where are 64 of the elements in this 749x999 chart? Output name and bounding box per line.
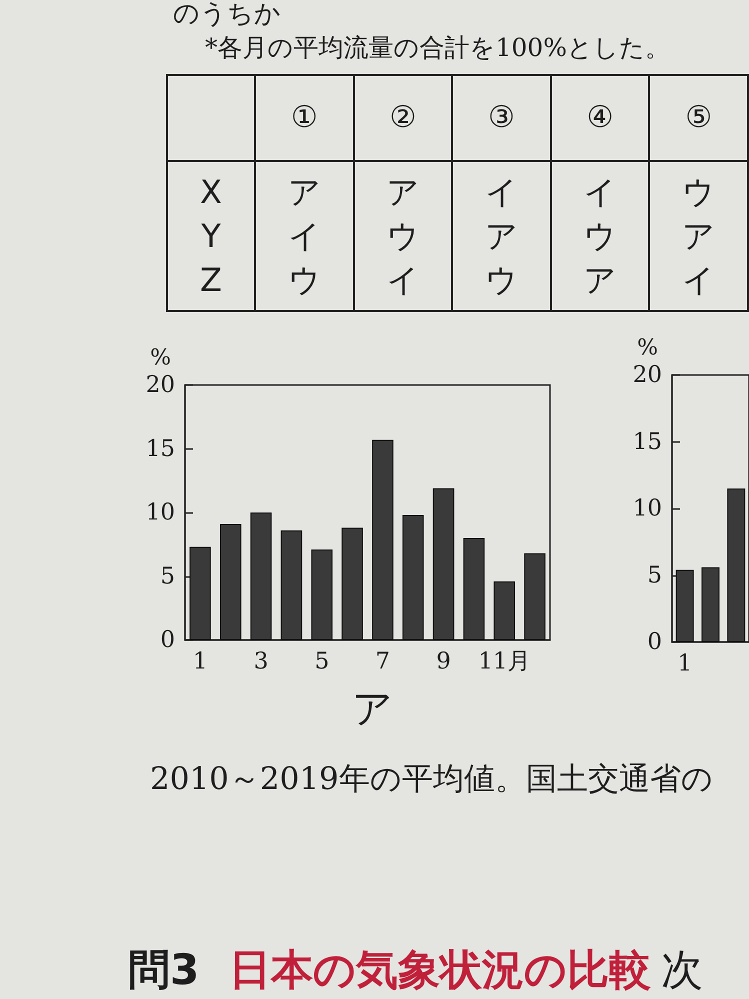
x-tick-label: 1 (678, 650, 692, 676)
text: *各月の平均流量の合計を100%とした。 (205, 33, 670, 63)
y-axis-title: % (637, 336, 658, 360)
text: ア (584, 261, 617, 299)
y-tick-label: 5 (647, 562, 662, 588)
category-label: ③ (452, 75, 551, 161)
text: ウ (288, 261, 321, 299)
text: イ (584, 173, 617, 211)
bar (342, 528, 363, 640)
x-tick-label: 5 (314, 648, 330, 674)
text: ア (288, 173, 321, 211)
text: ウ (584, 217, 617, 255)
bar (250, 512, 272, 640)
text: 次 (661, 945, 704, 994)
bar (372, 440, 394, 640)
text: 日本の気象状況の比較 (229, 945, 652, 994)
text: ア (352, 686, 393, 732)
text: 2010～2019年の平均値。国土交通省の (150, 761, 713, 798)
text: ア (682, 217, 716, 255)
bar (311, 549, 333, 640)
bar (280, 530, 302, 640)
y-axis-title: % (150, 346, 171, 370)
y-tick-label: 15 (632, 428, 662, 455)
bar (676, 570, 694, 642)
bar (494, 581, 516, 640)
category-label: ② (354, 75, 452, 161)
category-label: X (200, 173, 222, 211)
y-tick-label: 10 (146, 500, 175, 526)
text: ア (386, 173, 420, 211)
y-tick-label: 20 (632, 362, 662, 388)
text: ウ (682, 173, 716, 211)
category-label: ⑤ (649, 75, 748, 161)
text: 問3 (128, 945, 200, 994)
bar (702, 567, 720, 642)
y-tick-label: 15 (146, 436, 175, 462)
y-tick-label: 10 (632, 496, 662, 522)
bar (463, 538, 485, 640)
y-tick-label: 0 (160, 627, 175, 653)
text: ア (484, 217, 518, 255)
category-label: ① (255, 75, 354, 161)
x-tick-label: 7 (375, 648, 390, 674)
category-label: ④ (550, 75, 650, 161)
text: イ (386, 261, 420, 299)
text: ウ (386, 217, 420, 255)
text: ウ (484, 261, 518, 299)
y-tick-label: 20 (146, 372, 175, 398)
text: イ (288, 217, 321, 255)
category-label: Z (200, 261, 222, 299)
text: イ (682, 261, 716, 299)
category-label: Y (201, 217, 221, 255)
x-tick-label: 1 (192, 648, 208, 674)
bar (432, 488, 454, 640)
x-tick-label: 11月 (478, 648, 531, 674)
x-tick-label: 9 (436, 648, 451, 674)
bar (402, 515, 424, 640)
bar (727, 488, 746, 642)
y-tick-label: 5 (160, 563, 175, 590)
bar (190, 546, 211, 640)
bar (524, 553, 546, 640)
text: のうちか (173, 0, 281, 30)
bar (220, 524, 242, 640)
text: イ (484, 173, 518, 211)
x-tick-label: 3 (254, 648, 268, 674)
y-tick-label: 0 (647, 629, 662, 655)
